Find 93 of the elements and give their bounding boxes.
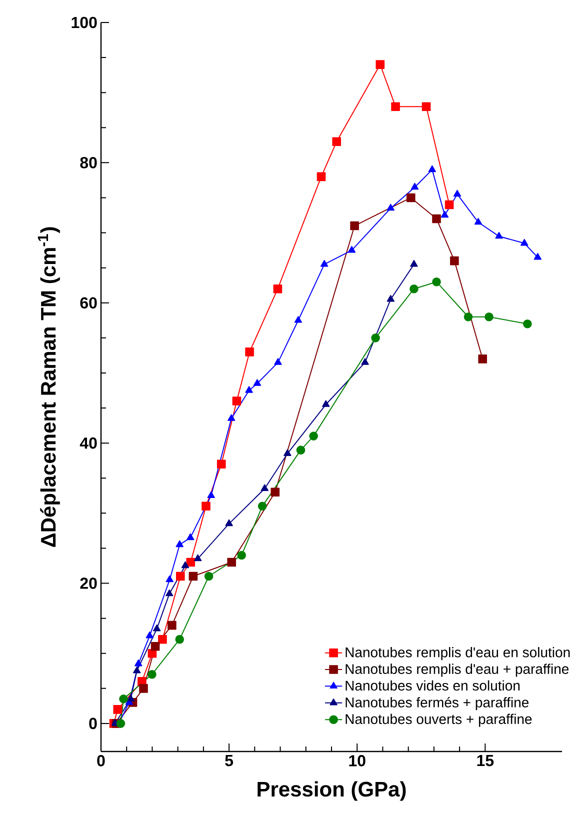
point bbox=[253, 379, 262, 386]
point bbox=[428, 165, 436, 172]
point bbox=[273, 284, 282, 294]
point bbox=[245, 348, 254, 356]
point bbox=[132, 666, 141, 674]
point bbox=[116, 719, 126, 728]
point bbox=[464, 312, 473, 322]
point bbox=[484, 312, 494, 322]
point bbox=[245, 386, 253, 393]
point bbox=[534, 252, 542, 260]
point bbox=[320, 260, 328, 267]
point bbox=[322, 400, 330, 407]
point bbox=[520, 238, 528, 246]
point bbox=[371, 334, 380, 342]
point bbox=[176, 572, 185, 581]
point bbox=[495, 232, 503, 239]
y-tick-label: 80 bbox=[80, 157, 97, 168]
point bbox=[474, 218, 482, 225]
point bbox=[260, 484, 269, 492]
point bbox=[523, 320, 532, 328]
y-tick-label: 0 bbox=[89, 718, 97, 730]
y-axis-title: ΔDéplacement Raman TM (cm$^{-1}$) bbox=[38, 227, 60, 547]
point bbox=[139, 684, 148, 693]
point bbox=[432, 214, 441, 224]
x-tick-label: 0 bbox=[97, 755, 105, 766]
point bbox=[232, 396, 242, 406]
point bbox=[166, 575, 174, 582]
legend-label: Nanotubes vides en solution bbox=[346, 680, 520, 691]
point bbox=[376, 60, 385, 69]
point bbox=[204, 572, 214, 581]
legend-label: Nanotubes remplis d'eau + paraffine bbox=[346, 664, 569, 677]
y-tick-label: 20 bbox=[80, 578, 97, 589]
point bbox=[274, 358, 282, 365]
point bbox=[113, 705, 122, 714]
legend-label: Nanotubes remplis d'eau en solution bbox=[346, 647, 570, 660]
y-tick-label: 100 bbox=[72, 16, 97, 28]
point bbox=[309, 432, 318, 440]
point bbox=[158, 634, 167, 644]
point bbox=[316, 172, 326, 182]
point bbox=[202, 502, 210, 511]
point bbox=[296, 446, 306, 454]
y-tick-label: 40 bbox=[80, 437, 97, 449]
legend-label: Nanotubes fermés + paraffine bbox=[346, 696, 529, 710]
point bbox=[386, 204, 395, 211]
point bbox=[478, 354, 488, 364]
point bbox=[216, 460, 226, 468]
point bbox=[350, 221, 359, 230]
point bbox=[237, 550, 246, 560]
x-tick-label: 5 bbox=[225, 755, 234, 766]
point bbox=[410, 182, 419, 190]
point bbox=[175, 634, 184, 644]
point bbox=[176, 540, 184, 548]
point bbox=[270, 488, 280, 497]
x-tick-label: 10 bbox=[349, 755, 366, 766]
point bbox=[348, 246, 356, 253]
point bbox=[440, 210, 449, 218]
point bbox=[432, 277, 441, 286]
point bbox=[332, 137, 342, 146]
point bbox=[188, 572, 198, 581]
y-tick-label: 60 bbox=[80, 297, 97, 309]
point bbox=[294, 316, 302, 323]
point bbox=[225, 519, 233, 526]
point bbox=[186, 558, 196, 567]
point bbox=[227, 558, 236, 567]
point bbox=[410, 284, 418, 294]
point bbox=[444, 200, 454, 210]
point bbox=[284, 449, 292, 456]
point bbox=[152, 624, 161, 632]
point bbox=[166, 589, 174, 596]
x-tick-label: 15 bbox=[477, 755, 494, 766]
point bbox=[134, 659, 142, 666]
point bbox=[168, 620, 176, 630]
point bbox=[386, 294, 395, 302]
point bbox=[194, 554, 202, 562]
x-axis-title: Pression (GPa) bbox=[258, 781, 406, 801]
point bbox=[450, 256, 459, 266]
point bbox=[410, 260, 418, 267]
point bbox=[228, 414, 236, 421]
legend-label: Nanotubes ouverts + paraffine bbox=[346, 714, 532, 727]
point bbox=[391, 102, 400, 112]
point bbox=[186, 533, 194, 540]
point bbox=[207, 491, 215, 498]
point bbox=[406, 193, 416, 202]
point bbox=[361, 358, 369, 365]
point bbox=[258, 502, 267, 511]
point bbox=[181, 561, 190, 568]
point bbox=[146, 631, 154, 638]
point bbox=[453, 190, 462, 197]
point bbox=[150, 642, 160, 651]
point bbox=[119, 694, 128, 704]
point bbox=[148, 670, 156, 679]
point bbox=[422, 102, 431, 112]
point bbox=[126, 694, 135, 702]
